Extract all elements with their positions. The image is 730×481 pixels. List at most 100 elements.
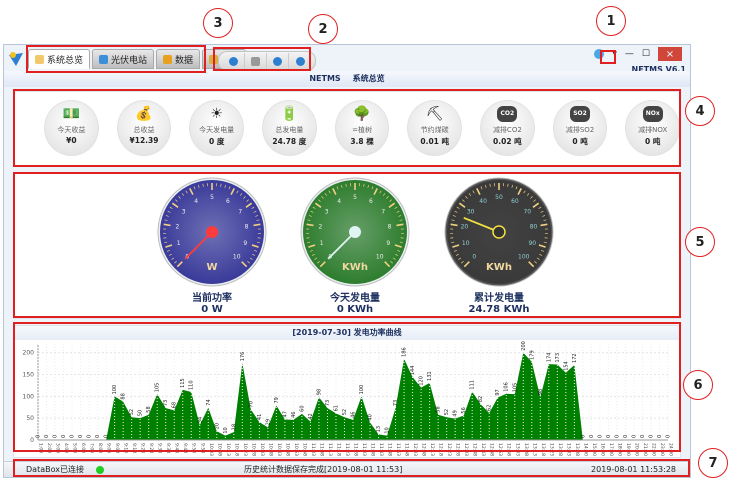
overview-icon — [35, 54, 44, 64]
menu-dropdown-icon[interactable]: ▾ — [612, 49, 617, 59]
x-tick-label: 12:48 — [489, 443, 495, 456]
data-label: 105 — [155, 383, 161, 393]
gauge-tick — [230, 187, 235, 195]
close-button[interactable]: × — [658, 47, 682, 61]
data-label: 186 — [402, 347, 408, 357]
gauge-tick — [246, 199, 249, 202]
gauge-tick — [168, 253, 172, 256]
data-label: 0 — [631, 435, 637, 438]
gauge-tick — [251, 244, 259, 248]
data-label: 52 — [342, 409, 348, 415]
gauge-tick — [245, 202, 253, 208]
x-tick-label: 2:00 — [46, 443, 52, 453]
gauge-tick — [164, 219, 168, 221]
gauge-tick-label: 5 — [210, 194, 214, 201]
gauge-tick — [202, 183, 204, 187]
gauge-tick — [533, 199, 536, 202]
gauge-tick-label: 100 — [518, 254, 530, 261]
gauge-tick-label: 6 — [226, 198, 230, 205]
x-tick-label: 11:13 — [327, 443, 333, 456]
data-label: 60 — [299, 405, 305, 411]
gauge-value: 24.78 KWh — [468, 304, 530, 315]
gauge-value: 0 KWh — [336, 304, 374, 315]
x-tick-label: 10:53 — [293, 443, 299, 456]
gauge-tick — [396, 223, 404, 227]
gauge-tick — [397, 249, 401, 252]
gauge-name: 今天发电量 — [330, 293, 380, 304]
stat-label: 减排SO2 — [565, 126, 595, 134]
data-label: 131 — [427, 371, 433, 381]
gauge-tick — [542, 215, 546, 217]
x-tick-label: 13:08 — [523, 443, 529, 456]
gauge-tick-label: 4 — [337, 198, 341, 205]
gauge-needle — [184, 231, 213, 260]
x-tick-label: 16:00 — [599, 443, 605, 456]
data-label: 13 — [376, 426, 382, 432]
gauge-tick — [476, 187, 481, 195]
gauge-tick-label: 5 — [353, 194, 357, 201]
gauge-name: 当前功率 — [192, 293, 232, 304]
stat-icon: SO2 — [570, 106, 591, 122]
data-label: 41 — [257, 414, 263, 420]
data-label: 52 — [129, 409, 135, 415]
data-label: 46 — [291, 412, 297, 418]
stat-label: =植树 — [352, 126, 372, 134]
data-label: 144 — [410, 366, 416, 376]
stat-value: 0 吨 — [572, 137, 588, 146]
maximize-button[interactable]: ☐ — [641, 49, 650, 59]
x-tick-label: 23:00 — [659, 443, 665, 456]
stat-icon: ⛏ — [425, 106, 444, 122]
power-chart: 05010015020001:0002:0003:0004:0005:0006:… — [23, 341, 674, 456]
toolbar-button-3[interactable] — [267, 53, 289, 69]
toolbar-button-2[interactable] — [245, 53, 267, 69]
gauge-hub — [206, 226, 218, 238]
stat-item: ⛏ 节约煤碳 0.01 吨 — [407, 100, 463, 156]
tab-label: 数据 — [175, 55, 194, 66]
stat-icon: CO2 — [497, 106, 518, 122]
gauge-tick — [484, 184, 487, 188]
annotation-callout-7: 7 — [698, 448, 728, 478]
data-label: 50 — [138, 410, 144, 416]
x-tick-label: 13:18 — [540, 443, 546, 456]
skin-icon[interactable] — [594, 49, 605, 59]
toolbar-button-1[interactable] — [223, 53, 245, 69]
stat-icon: 💵 — [62, 106, 81, 122]
x-tick-label: 12:18 — [438, 443, 444, 456]
data-label: 68 — [172, 402, 178, 408]
gauge-tick-label: 1 — [320, 240, 324, 247]
toolbar-button-4[interactable] — [289, 53, 311, 69]
tab-1[interactable]: 光伏电站 — [92, 49, 155, 69]
data-label: 0 — [53, 435, 59, 438]
gauge-tick — [252, 253, 256, 256]
tab-2[interactable]: 数据 — [156, 49, 201, 69]
gauge-tick — [384, 261, 391, 268]
data-label: 0 — [666, 435, 672, 438]
minimize-button[interactable]: — — [624, 49, 634, 59]
gauge-hub — [492, 225, 506, 239]
stat-label: 总收益 — [133, 126, 155, 134]
stat-label: 总发电量 — [275, 126, 304, 134]
data-label: 88 — [121, 393, 127, 399]
gauge-tick — [164, 241, 168, 244]
x-tick-label: 20:00 — [633, 443, 639, 456]
header-app: NETMS — [309, 74, 341, 83]
gauge-tick — [480, 186, 483, 190]
gauge-tick — [507, 183, 509, 187]
gauge-tick — [523, 190, 526, 194]
x-tick-label: 9:23 — [140, 443, 146, 453]
data-label: 58 — [146, 406, 152, 412]
tab-label: 系统总览 — [47, 55, 84, 66]
x-tick-label: 11:38 — [370, 443, 376, 456]
gauge-tick — [371, 186, 374, 190]
data-label: 10 — [385, 427, 391, 433]
gauge-tick — [538, 244, 546, 248]
gauge-tick — [255, 215, 259, 217]
gauge-tick — [241, 261, 248, 268]
gauge-tick — [236, 190, 239, 194]
gauge-1: 012345678910KWh今天发电量0 KWh — [295, 176, 415, 315]
tab-0[interactable]: 系统总览 — [28, 49, 91, 69]
gauge-tick-label: 8 — [388, 224, 392, 231]
gauge-tick — [319, 261, 326, 268]
chart-panel: [2019-07-30] 发电功率曲线 0 50 100 150 200 0 1:00 0 2:… — [13, 325, 681, 458]
stat-icon: 💰 — [135, 106, 153, 122]
